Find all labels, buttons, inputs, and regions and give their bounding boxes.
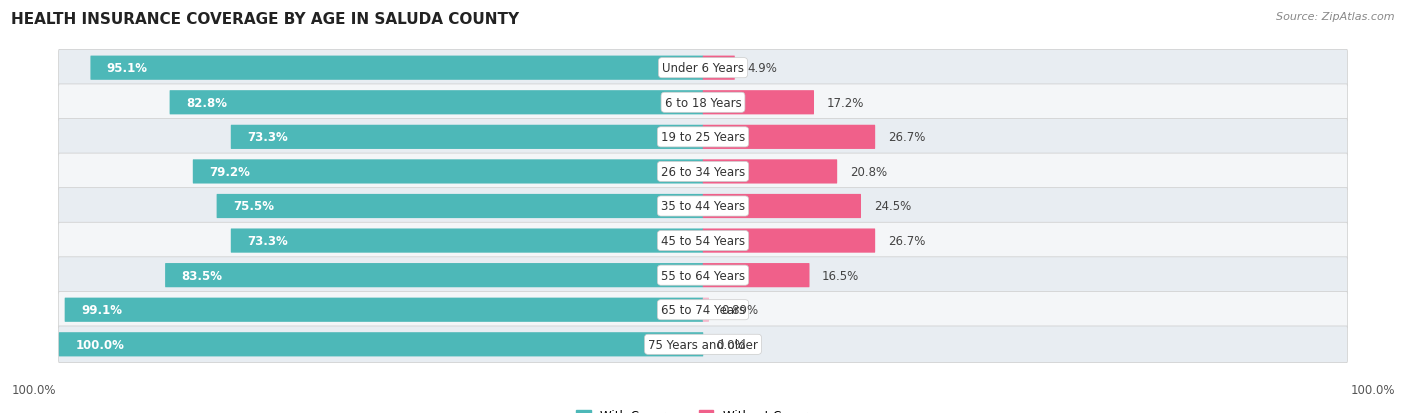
FancyBboxPatch shape [703, 195, 860, 218]
FancyBboxPatch shape [59, 119, 1347, 156]
Text: 79.2%: 79.2% [209, 166, 250, 178]
Legend: With Coverage, Without Coverage: With Coverage, Without Coverage [572, 404, 834, 413]
Text: 73.3%: 73.3% [247, 131, 288, 144]
Text: 19 to 25 Years: 19 to 25 Years [661, 131, 745, 144]
FancyBboxPatch shape [90, 57, 703, 81]
FancyBboxPatch shape [59, 332, 703, 356]
FancyBboxPatch shape [59, 188, 1347, 225]
Text: Source: ZipAtlas.com: Source: ZipAtlas.com [1277, 12, 1395, 22]
Text: 73.3%: 73.3% [247, 235, 288, 247]
Text: 82.8%: 82.8% [186, 97, 226, 109]
Text: 99.1%: 99.1% [82, 304, 122, 316]
FancyBboxPatch shape [231, 126, 703, 150]
Text: 55 to 64 Years: 55 to 64 Years [661, 269, 745, 282]
FancyBboxPatch shape [59, 292, 1347, 328]
FancyBboxPatch shape [65, 298, 703, 322]
FancyBboxPatch shape [59, 223, 1347, 259]
Text: 100.0%: 100.0% [76, 338, 124, 351]
Text: 83.5%: 83.5% [181, 269, 222, 282]
Text: 16.5%: 16.5% [823, 269, 859, 282]
FancyBboxPatch shape [59, 85, 1347, 121]
FancyBboxPatch shape [59, 326, 1347, 363]
Text: 17.2%: 17.2% [827, 97, 865, 109]
FancyBboxPatch shape [165, 263, 703, 287]
Text: 24.5%: 24.5% [873, 200, 911, 213]
FancyBboxPatch shape [59, 154, 1347, 190]
Text: 0.0%: 0.0% [716, 338, 745, 351]
FancyBboxPatch shape [231, 229, 703, 253]
Text: 6 to 18 Years: 6 to 18 Years [665, 97, 741, 109]
Text: 95.1%: 95.1% [107, 62, 148, 75]
Text: 26.7%: 26.7% [887, 131, 925, 144]
Text: 45 to 54 Years: 45 to 54 Years [661, 235, 745, 247]
Text: 26 to 34 Years: 26 to 34 Years [661, 166, 745, 178]
FancyBboxPatch shape [170, 91, 703, 115]
FancyBboxPatch shape [59, 50, 1347, 87]
Text: 100.0%: 100.0% [11, 384, 56, 396]
Text: 75 Years and older: 75 Years and older [648, 338, 758, 351]
Text: 100.0%: 100.0% [1350, 384, 1395, 396]
FancyBboxPatch shape [217, 195, 703, 218]
Text: 0.89%: 0.89% [721, 304, 759, 316]
FancyBboxPatch shape [703, 263, 810, 287]
Text: 35 to 44 Years: 35 to 44 Years [661, 200, 745, 213]
FancyBboxPatch shape [193, 160, 703, 184]
FancyBboxPatch shape [703, 229, 875, 253]
Text: 26.7%: 26.7% [887, 235, 925, 247]
FancyBboxPatch shape [703, 126, 875, 150]
FancyBboxPatch shape [703, 298, 709, 322]
FancyBboxPatch shape [703, 160, 837, 184]
Text: 75.5%: 75.5% [233, 200, 274, 213]
Text: 20.8%: 20.8% [849, 166, 887, 178]
Text: 4.9%: 4.9% [748, 62, 778, 75]
Text: 65 to 74 Years: 65 to 74 Years [661, 304, 745, 316]
FancyBboxPatch shape [59, 257, 1347, 294]
Text: HEALTH INSURANCE COVERAGE BY AGE IN SALUDA COUNTY: HEALTH INSURANCE COVERAGE BY AGE IN SALU… [11, 12, 519, 27]
FancyBboxPatch shape [703, 91, 814, 115]
Text: Under 6 Years: Under 6 Years [662, 62, 744, 75]
FancyBboxPatch shape [703, 57, 735, 81]
